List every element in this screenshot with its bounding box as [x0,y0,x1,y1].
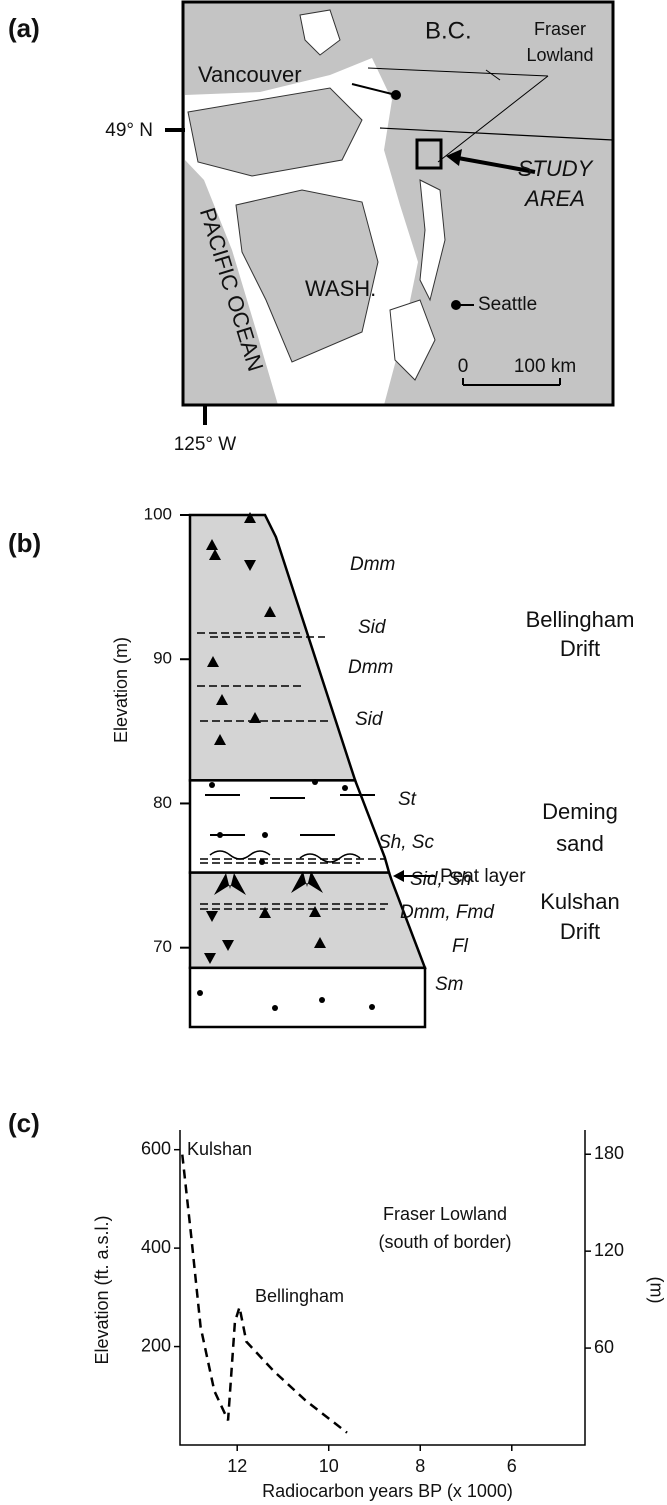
figure: (a) (b) (c) B.C. WASH. Fraser Lowland Va… [0,0,667,1505]
unit-label: sand [556,831,604,856]
city-label: Vancouver [198,62,302,87]
x-tick-label: 12 [227,1456,247,1476]
grain [342,785,348,791]
grain [262,832,268,838]
grain [312,779,318,785]
city-label: Seattle [478,294,537,315]
x-tick-label: 10 [319,1456,339,1476]
y-axis-label: Elevation (m) [111,637,131,743]
grain [369,1004,375,1010]
y-tick-label: 90 [153,649,172,668]
facies-label: Sid [358,617,387,638]
y2-tick-label: 60 [594,1337,614,1357]
y-tick-label: 70 [153,937,172,956]
y2-axis-label: (m) [646,1277,666,1304]
grain [197,990,203,996]
annotation: Bellingham [255,1286,344,1306]
region-label: WASH. [305,276,376,301]
facies-label: Fl [452,936,469,957]
annotation: (south of border) [378,1232,511,1252]
map: B.C. WASH. Fraser Lowland Vancouver Seat… [105,2,613,455]
panel-label: (b) [8,528,41,558]
page: (a) (b) (c) B.C. WASH. Fraser Lowland Va… [0,0,667,1505]
grain [319,997,325,1003]
y-tick-label: 400 [141,1237,171,1257]
region-label: B.C. [425,17,472,44]
latitude-label: 49° N [105,120,153,141]
unit-label: Drift [560,636,600,661]
facies-label: Dmm, Fmd [400,902,495,923]
peat-label: Peat layer [440,866,526,887]
unit-label: Drift [560,919,600,944]
city-dot [391,90,401,100]
arrow-head [393,870,404,882]
y2-tick-label: 120 [594,1240,624,1260]
y-tick-label: 80 [153,793,172,812]
facies-label: Sh, Sc [378,832,434,853]
study-label: AREA [523,186,585,211]
layer [190,968,425,1027]
annotation: Fraser Lowland [383,1204,507,1224]
y-tick-label: 600 [141,1138,171,1158]
facies-label: Dmm [348,657,393,678]
x-axis-label: Radiocarbon years BP (x 1000) [262,1481,513,1501]
grain [209,782,215,788]
panel-label: (c) [8,1108,40,1138]
y-axis-label: Elevation (ft. a.s.l.) [92,1215,112,1364]
x-tick-label: 8 [415,1456,425,1476]
unit-label: Deming [542,799,618,824]
grain [217,832,223,838]
facies-label: Sm [435,974,464,995]
facies-label: Dmm [350,554,395,575]
annotation: Kulshan [187,1139,252,1159]
lowland-label: Fraser [534,19,586,39]
y-tick-label: 100 [144,504,172,523]
unit-label: Kulshan [540,889,620,914]
y2-tick-label: 180 [594,1143,624,1163]
facies-label: St [398,789,417,810]
y-tick-label: 200 [141,1335,171,1355]
grain [272,1005,278,1011]
lowland-label: Lowland [526,45,593,65]
axes [180,1130,585,1445]
panel-label: (a) [8,13,40,43]
unit-label: Bellingham [526,607,635,632]
study-label: STUDY [518,156,594,181]
grain [259,859,265,865]
scale-label: 0 [458,356,469,377]
longitude-label: 125° W [174,434,237,455]
facies-label: Sid [355,709,384,730]
x-tick-label: 6 [507,1456,517,1476]
scale-label: 100 km [514,356,576,377]
